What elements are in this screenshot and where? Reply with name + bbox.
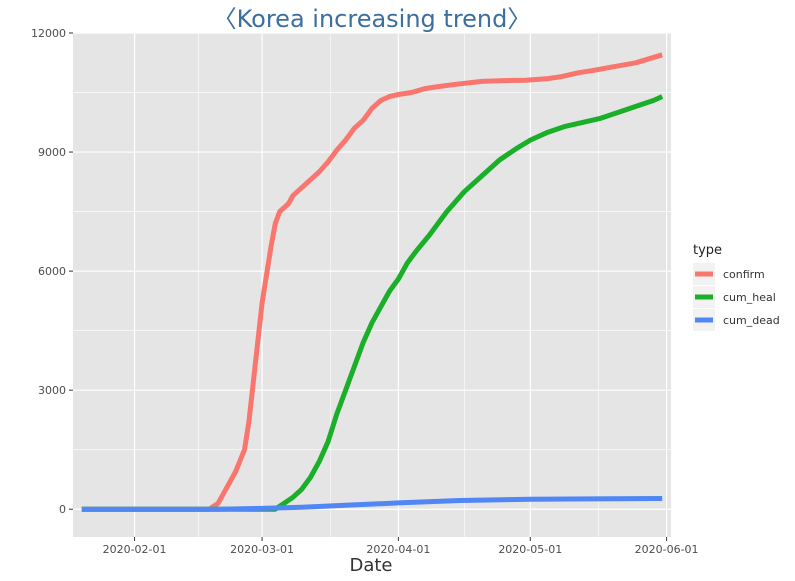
y-tick-label: 0 (59, 503, 66, 516)
x-axis-title: Date (349, 555, 392, 576)
legend-label-confirm: confirm (723, 268, 765, 281)
chart-title: 〈Korea increasing trend〉 (213, 5, 532, 33)
x-axis: 2020-02-01 2020-03-01 2020-04-01 2020-05-01… (103, 537, 699, 556)
y-tick-label: 6000 (38, 265, 66, 278)
y-tick-label: 9000 (38, 146, 66, 159)
legend: type confirm cum_heal cum_dead (693, 243, 780, 331)
legend-title: type (693, 243, 722, 258)
y-tick-label: 3000 (38, 384, 66, 397)
x-tick-label: 2020-06-01 (635, 543, 699, 556)
legend-label-cum-dead: cum_dead (723, 314, 780, 327)
x-tick-label: 2020-05-01 (498, 543, 562, 556)
y-axis: 0 3000 6000 9000 12000 (31, 27, 73, 516)
x-tick-label: 2020-02-01 (103, 543, 167, 556)
legend-label-cum-heal: cum_heal (723, 291, 776, 304)
y-tick-label: 12000 (31, 27, 66, 40)
x-tick-label: 2020-03-01 (230, 543, 294, 556)
